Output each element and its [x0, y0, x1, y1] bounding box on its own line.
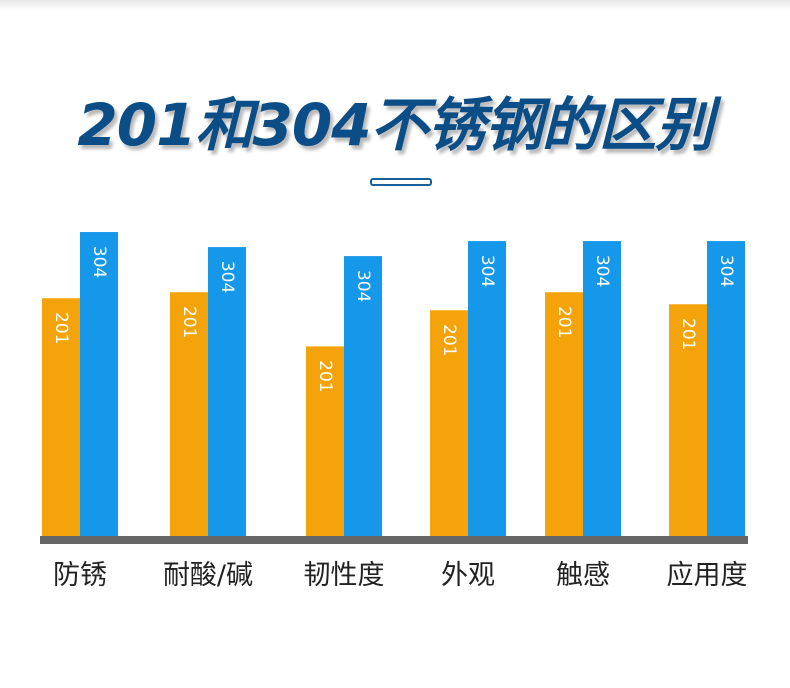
bar-201-1 — [42, 298, 80, 536]
bar-304-5 — [583, 241, 621, 537]
page-title: 201和304不锈钢的区别 — [77, 91, 713, 159]
bar-304-1 — [80, 232, 118, 537]
category-label-4: 外观 — [441, 560, 495, 591]
bar-304-2 — [208, 247, 246, 537]
bar-304-3 — [344, 256, 382, 536]
bar-label-304-1: 304 — [89, 246, 109, 278]
bar-label-304-3: 304 — [353, 270, 373, 302]
category-label-6: 应用度 — [667, 560, 748, 591]
bar-label-201-5: 201 — [554, 306, 574, 338]
bar-label-304-4: 304 — [477, 255, 497, 287]
category-label-1: 防锈 — [53, 560, 107, 591]
bar-label-304-2: 304 — [217, 261, 237, 293]
bar-201-5 — [545, 292, 583, 536]
bar-201-3 — [306, 346, 344, 536]
bar-201-6 — [669, 304, 707, 536]
bar-label-201-2: 201 — [179, 306, 199, 338]
title-underline — [370, 178, 432, 186]
category-label-2: 耐酸/碱 — [163, 560, 253, 591]
bar-label-201-6: 201 — [678, 318, 698, 350]
bar-label-304-6: 304 — [716, 255, 736, 287]
category-label-5: 触感 — [556, 560, 610, 591]
bar-201-2 — [170, 292, 208, 536]
category-label-3: 韧性度 — [304, 560, 385, 591]
bar-label-201-3: 201 — [315, 360, 335, 392]
bar-label-201-4: 201 — [439, 324, 459, 356]
bar-201-4 — [430, 310, 468, 536]
bar-label-201-1: 201 — [51, 312, 71, 344]
bar-label-304-5: 304 — [592, 255, 612, 287]
bar-304-6 — [707, 241, 745, 537]
x-axis-baseline — [40, 536, 748, 544]
bar-304-4 — [468, 241, 506, 537]
top-shadow-strip — [0, 0, 790, 10]
